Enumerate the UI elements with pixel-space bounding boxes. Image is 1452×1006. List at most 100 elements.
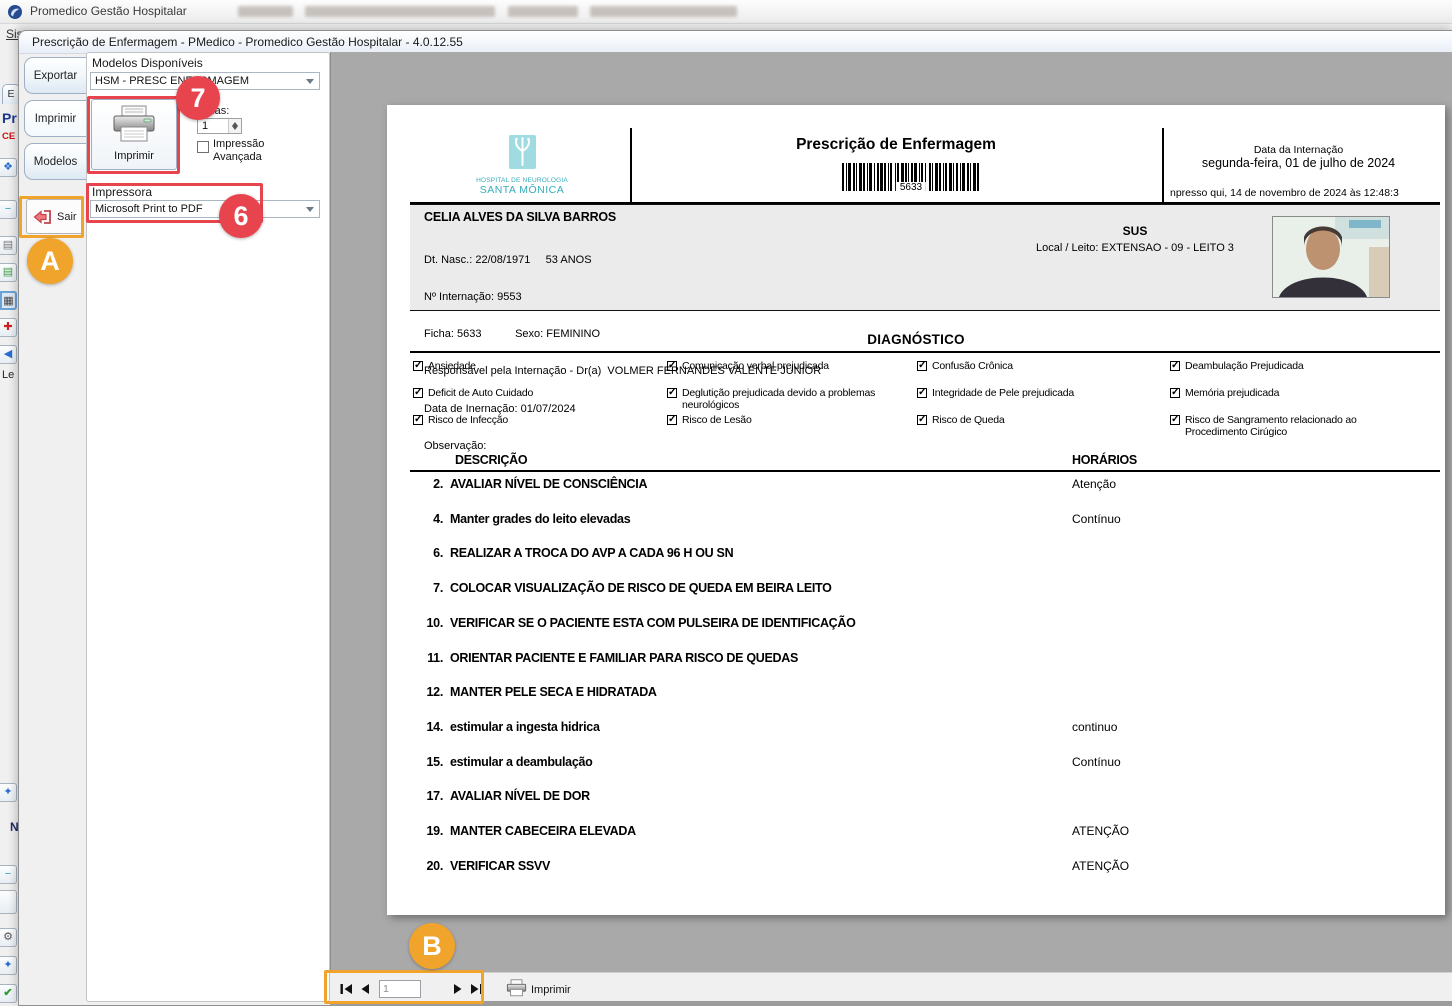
checked-checkbox-icon (1170, 359, 1180, 371)
data-internacao-label: Data da Internação (1253, 144, 1344, 156)
patient-record-sex: Ficha: 5633 Sexo: FEMININO (424, 328, 601, 341)
annotation-box-sair (19, 196, 84, 238)
tab-exportar[interactable]: Exportar (24, 57, 86, 94)
bg-toolbar-icon: ❖ (0, 158, 17, 177)
diagnosis-item: Risco de Infecção (413, 413, 638, 426)
annotation-badge-7: 7 (176, 76, 220, 120)
patient-name: CELIA ALVES DA SILVA BARROS (424, 210, 617, 224)
printer-icon (113, 105, 155, 142)
prescription-row: 2. AVALIAR NÍVEL DE CONSCIÊNCIA Atenção (433, 477, 1117, 491)
diagnosis-item: Deficit de Auto Cuidado (413, 386, 638, 399)
exit-arrow-icon (33, 209, 51, 224)
patient-details: Dt. Nasc.: 22/08/1971 53 ANOS Nº Interna… (424, 229, 821, 477)
bg-toolbar-icon (0, 890, 17, 914)
checked-checkbox-icon (1170, 413, 1180, 425)
printed-timestamp: npresso qui, 14 de novembro de 2024 às 1… (1170, 187, 1399, 199)
prescription-row: 6. REALIZAR A TROCA DO AVP A CADA 96 H OU… (433, 546, 734, 560)
dialog-title: Prescrição de Enfermagem - PMedico - Pro… (32, 35, 463, 49)
document-title: Prescrição de Enfermagem (796, 136, 996, 153)
window-bottom-edge (330, 1001, 1452, 1006)
hospital-logo-icon (508, 135, 536, 169)
checked-checkbox-icon (917, 359, 927, 371)
patient-admission-number: Nº Internação: 9553 (424, 291, 522, 304)
hospital-name-line2: SANTA MÔNICA (479, 184, 565, 196)
patient-admission-date: Data de Inernação: 01/07/2024 (424, 402, 576, 415)
header-divider (630, 128, 632, 205)
patient-photo (1272, 216, 1390, 298)
prescription-row: 12. MANTER PELE SECA E HIDRATADA (426, 685, 657, 699)
checked-checkbox-icon (667, 359, 677, 371)
diagnosis-item: Risco de Lesão (667, 413, 892, 426)
diagnosis-item: Ansiedade (413, 359, 638, 372)
prescription-row: 10. VERIFICAR SE O PACIENTE ESTA COM PULS… (426, 616, 856, 630)
checked-checkbox-icon (917, 413, 927, 425)
checked-checkbox-icon (667, 413, 677, 425)
prescription-row: 15. estimular a deambulação Contínuo (426, 755, 1121, 769)
annotation-badge-6: 6 (219, 194, 263, 238)
modelos-disponiveis-label: Modelos Disponíveis (92, 56, 203, 70)
redacted-text (590, 6, 737, 17)
document-page: HOSPITAL DE NEUROLOGIA SANTA MÔNICA Pres… (387, 105, 1445, 915)
modelos-dropdown-value: HSM - PRESC ENFERMAGEM (95, 75, 250, 87)
redacted-text (508, 6, 578, 17)
column-header-descricao: DESCRIÇÃO (455, 453, 528, 467)
nav-last-page-button[interactable] (469, 983, 483, 996)
prescription-row: 20. VERIFICAR SSVV ATENÇÃO (426, 859, 1130, 873)
barcode: 5633 (842, 163, 980, 193)
bg-toolbar-icon: ▤ (0, 263, 17, 282)
patient-observation: Observação: (424, 439, 487, 452)
insurance-block: SUS Local / Leito: EXTENSAO - 09 - LEITO… (1000, 224, 1270, 254)
patient-birthdate: Dt. Nasc.: 22/08/1971 53 ANOS (424, 253, 592, 266)
bg-text-le: Le (2, 369, 15, 381)
bottom-printer-icon[interactable] (506, 979, 527, 1002)
annotation-box-navigation (324, 970, 484, 1004)
annotation-box-impressora (86, 183, 263, 223)
tab-modelos[interactable]: Modelos (24, 143, 86, 180)
bg-text-pr: Pr (2, 110, 17, 126)
checked-checkbox-icon (413, 359, 423, 371)
diagnosis-item: Memória prejudicada (1170, 386, 1395, 399)
stepper-arrows[interactable] (228, 119, 241, 133)
impressao-avancada-label: Impressão Avançada (213, 138, 265, 163)
imprimir-button-label: Imprimir (114, 150, 154, 162)
impressao-avancada-checkbox[interactable] (197, 141, 209, 153)
vias-value: 1 (202, 120, 209, 132)
bottom-imprimir-label[interactable]: Imprimir (531, 984, 571, 996)
bg-toolbar-icon: − (0, 865, 17, 884)
hospital-logo: HOSPITAL DE NEUROLOGIA SANTA MÔNICA (457, 135, 587, 196)
diagnosis-item: Integridade de Pele prejudicada (917, 386, 1142, 399)
nav-first-page-button[interactable] (339, 983, 353, 996)
hospital-name-line1: HOSPITAL DE NEUROLOGIA (476, 177, 568, 184)
impressora-dropdown-value: Microsoft Print to PDF (95, 203, 203, 215)
redacted-text (305, 6, 495, 17)
imprimir-button[interactable]: Imprimir (91, 99, 177, 170)
redacted-text (238, 6, 293, 17)
prescription-row: 17. AVALIAR NÍVEL DE DOR (426, 789, 591, 803)
tab-imprimir[interactable]: Imprimir (24, 100, 86, 137)
nav-next-page-button[interactable] (451, 983, 465, 996)
sair-label: Sair (57, 210, 77, 223)
prescription-row: 19. MANTER CABECEIRA ELEVADA ATENÇÃO (426, 824, 1130, 838)
tab-imprimir-label: Imprimir (34, 112, 77, 125)
column-header-horarios: HORÁRIOS (1072, 453, 1137, 467)
barcode-number: 5633 (895, 182, 927, 193)
barcode-bars (842, 163, 980, 191)
bg-toolbar-icon: ✚ (0, 318, 17, 337)
horizontal-rule (410, 470, 1440, 472)
chevron-down-icon (306, 207, 314, 212)
bg-text-n: N (10, 820, 19, 834)
bg-check-icon: ✔ (0, 984, 17, 1003)
bed-location: Local / Leito: EXTENSAO - 09 - LEITO 3 (1036, 242, 1234, 254)
prescription-row: 11. ORIENTAR PACIENTE E FAMILIAR PARA RIS… (427, 651, 799, 665)
vias-stepper[interactable]: 1 (197, 118, 242, 134)
horizontal-rule (410, 202, 1440, 204)
diagnosis-item: Deglutição prejudicada devido a problema… (667, 386, 892, 411)
checked-checkbox-icon (413, 386, 423, 398)
annotation-badge-b: B (409, 923, 455, 969)
nav-previous-page-button[interactable] (358, 983, 372, 996)
sair-button[interactable]: Sair (26, 199, 84, 234)
bg-text-ce: CE (2, 131, 16, 142)
page-number-input[interactable]: 1 (379, 980, 421, 998)
